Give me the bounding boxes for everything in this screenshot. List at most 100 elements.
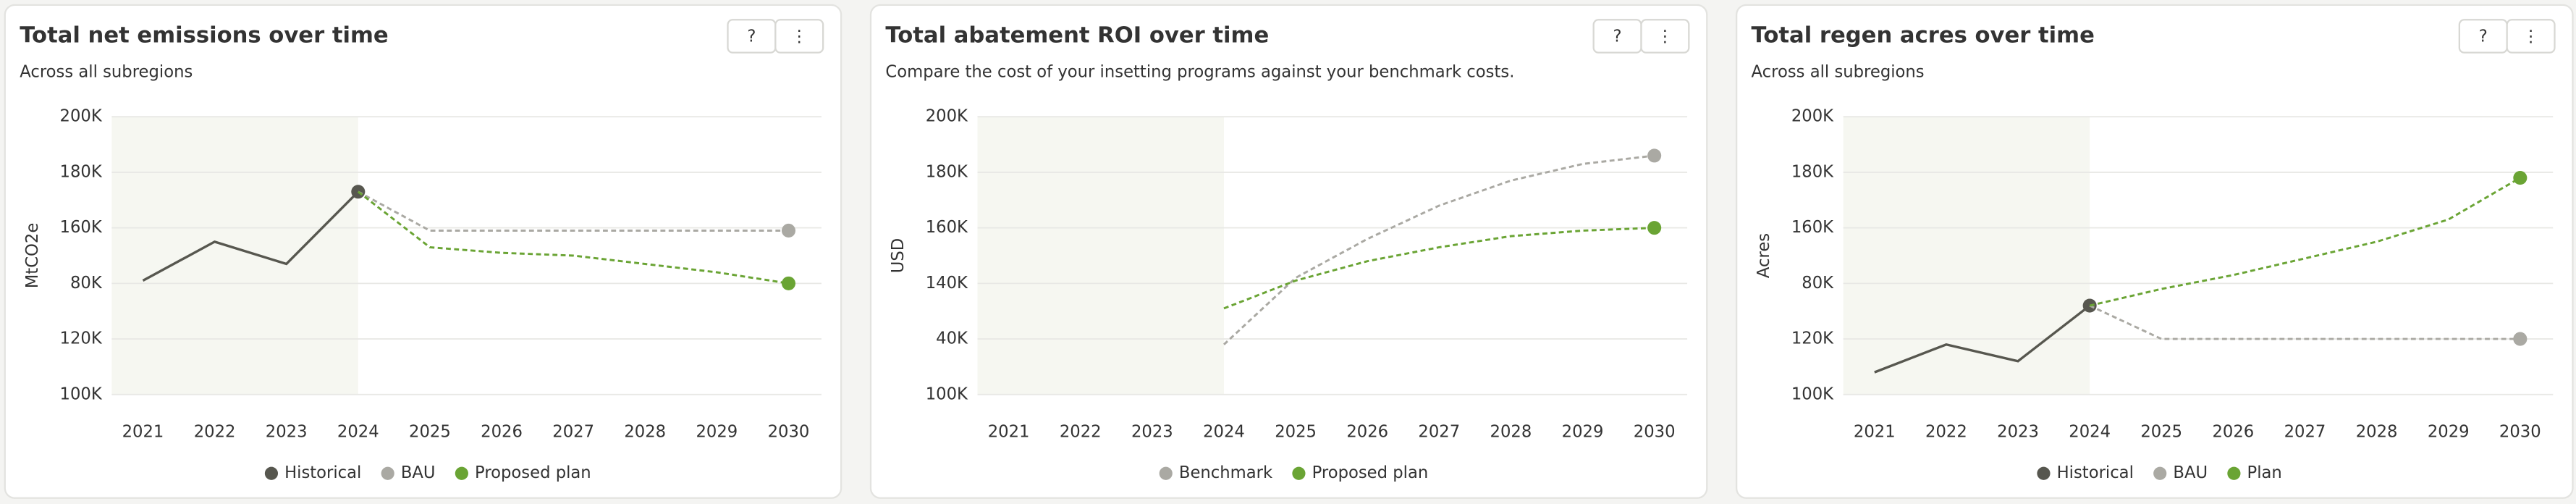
icon-button-label[interactable]: ? [2479, 28, 2488, 46]
y-tick-label: 180K [60, 162, 103, 181]
x-tick-label: 2028 [624, 422, 666, 441]
series-line [1223, 227, 1655, 310]
card-title: Total regen acres over time [1752, 22, 2095, 48]
history-shade [977, 117, 1224, 395]
series-line [1222, 154, 1655, 345]
end-marker [2513, 332, 2528, 346]
y-tick-label: 80K [70, 274, 103, 293]
end-marker [781, 223, 796, 238]
end-marker [1647, 221, 1662, 235]
y-axis-label: Acres [1754, 233, 1773, 278]
legend-swatch [1159, 466, 1173, 480]
y-tick-label: 200K [60, 107, 103, 126]
series-line [357, 190, 789, 285]
icon-button-label[interactable]: ⋮ [1657, 28, 1673, 46]
end-marker [1647, 148, 1662, 163]
card-title: Total abatement ROI over time [885, 22, 1269, 48]
x-tick-label: 2030 [1634, 422, 1676, 441]
y-tick-label: 100K [1791, 385, 1834, 403]
history-shade [1843, 117, 2090, 395]
x-tick-label: 2025 [2140, 422, 2182, 441]
y-tick-label: 160K [1791, 218, 1834, 237]
y-tick-label: 100K [60, 385, 103, 403]
y-tick-label: 120K [60, 329, 103, 348]
card-subtitle: Across all subregions [20, 62, 193, 81]
y-tick-label: 80K [1802, 274, 1834, 293]
legend-label: BAU [2173, 463, 2208, 482]
y-tick-label: 140K [926, 274, 968, 293]
card-title: Total net emissions over time [20, 22, 388, 48]
legend-label: Historical [2057, 463, 2134, 482]
x-tick-label: 2023 [1997, 422, 2039, 441]
x-tick-label: 2022 [194, 422, 236, 441]
card-subtitle: Compare the cost of your insetting progr… [885, 62, 1514, 81]
card-subtitle: Across all subregions [1752, 62, 1925, 81]
icon-button-label[interactable]: ⋮ [2522, 28, 2539, 46]
x-tick-label: 2029 [1562, 422, 1604, 441]
series-line [142, 190, 360, 282]
x-tick-label: 2025 [1275, 422, 1317, 441]
legend-label: Proposed plan [475, 463, 591, 482]
y-tick-label: 180K [926, 162, 968, 181]
legend-swatch [264, 466, 279, 480]
series-line [1874, 304, 2091, 374]
x-tick-label: 2021 [988, 422, 1030, 441]
y-tick-label: 160K [60, 218, 103, 237]
icon-button[interactable] [2506, 19, 2556, 54]
x-tick-label: 2026 [2212, 422, 2254, 441]
end-marker [2513, 171, 2528, 185]
icon-button[interactable] [1640, 19, 1690, 54]
legend-swatch [2227, 466, 2241, 480]
x-tick-label: 2022 [1925, 422, 1967, 441]
x-tick-label: 2026 [481, 422, 523, 441]
x-tick-label: 2030 [768, 422, 810, 441]
y-tick-label: 200K [1791, 107, 1834, 126]
icon-button[interactable] [774, 19, 824, 54]
series-line [358, 190, 789, 232]
x-tick-label: 2023 [266, 422, 308, 441]
legend-swatch [2153, 466, 2167, 480]
x-tick-label: 2022 [1060, 422, 1102, 441]
icon-button-label[interactable]: ⋮ [791, 28, 808, 46]
x-tick-label: 2028 [2356, 422, 2398, 441]
x-tick-label: 2027 [2284, 422, 2326, 441]
series-line [2089, 304, 2520, 340]
legend-swatch [1292, 466, 1306, 480]
y-axis-label: MtCO2e [23, 223, 42, 289]
x-tick-label: 2024 [2069, 422, 2111, 441]
x-tick-label: 2029 [2428, 422, 2470, 441]
legend-label: Plan [2247, 463, 2282, 482]
history-shade [111, 117, 358, 395]
legend-swatch [381, 466, 394, 480]
x-tick-label: 2029 [696, 422, 738, 441]
x-tick-label: 2030 [2499, 422, 2541, 441]
y-tick-label: 160K [926, 218, 968, 237]
legend-swatch [2037, 466, 2051, 480]
legend-swatch [455, 466, 468, 480]
icon-button-label[interactable]: ? [747, 28, 756, 46]
y-tick-label: 200K [926, 107, 968, 126]
x-tick-label: 2027 [1418, 422, 1460, 441]
x-tick-label: 2024 [337, 422, 379, 441]
x-tick-label: 2028 [1490, 422, 1532, 441]
y-tick-label: 180K [1791, 162, 1834, 181]
y-tick-label: 40K [936, 329, 968, 348]
x-tick-label: 2024 [1203, 422, 1245, 441]
y-axis-label: USD [889, 238, 908, 273]
x-tick-label: 2021 [122, 422, 164, 441]
x-tick-label: 2027 [552, 422, 594, 441]
end-marker [781, 276, 796, 290]
y-tick-label: 120K [1791, 329, 1834, 348]
legend-label: Proposed plan [1312, 463, 1429, 482]
legend-label: Historical [284, 463, 361, 482]
x-tick-label: 2023 [1131, 422, 1173, 441]
legend-label: Benchmark [1179, 463, 1273, 482]
icon-button-label[interactable]: ? [1613, 28, 1622, 46]
y-tick-label: 100K [926, 385, 968, 403]
legend-label: BAU [401, 463, 436, 482]
x-tick-label: 2026 [1346, 422, 1388, 441]
x-tick-label: 2021 [1854, 422, 1896, 441]
x-tick-label: 2025 [409, 422, 451, 441]
